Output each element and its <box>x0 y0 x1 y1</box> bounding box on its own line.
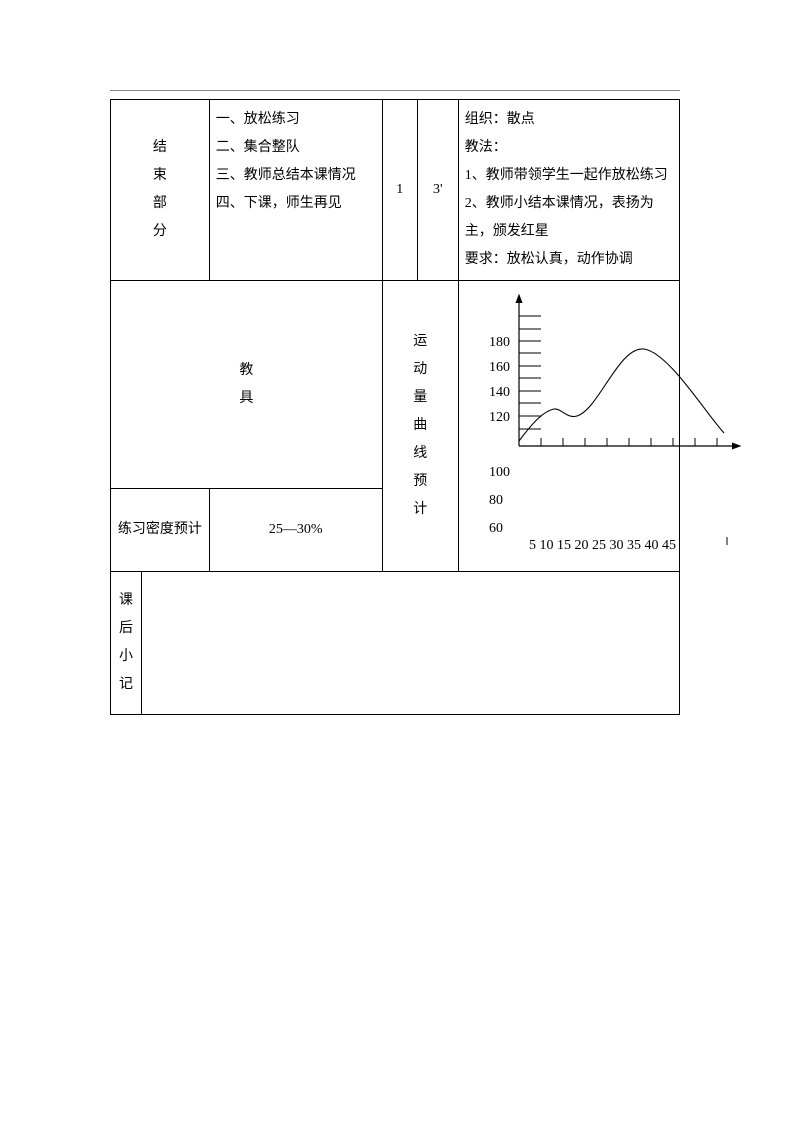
vchar: 曲 <box>387 412 454 440</box>
svg-text:180: 180 <box>489 335 510 350</box>
vchar: 线 <box>387 440 454 468</box>
density-value: 25—30% <box>209 489 382 572</box>
density-label: 练习密度预计 <box>111 489 210 572</box>
vchar: 量 <box>387 384 454 412</box>
method-line: 2、教师小结本课情况，表扬为主，颁发红星 <box>465 190 673 246</box>
svg-text:140: 140 <box>489 385 510 400</box>
section-end-label: 结 束 部 分 <box>111 100 210 281</box>
svg-text:120: 120 <box>489 410 510 425</box>
vchar: 小 <box>115 643 137 671</box>
vchar: 预 <box>387 468 454 496</box>
content-line: 二、集合整队 <box>216 134 376 162</box>
svg-text:5 10 15 20 25 30 35 40 45: 5 10 15 20 25 30 35 40 45 <box>529 538 676 553</box>
vchar: 记 <box>115 671 137 699</box>
content-line: 三、教师总结本课情况 <box>216 162 376 190</box>
vchar: 束 <box>115 162 205 190</box>
method-line: 要求：放松认真，动作协调 <box>465 246 673 274</box>
top-rule <box>110 90 680 91</box>
vchar: 具 <box>115 385 378 413</box>
end-section-methods: 组织：散点 教法： 1、教师带领学生一起作放松练习 2、教师小结本课情况，表扬为… <box>458 100 679 281</box>
svg-text:160: 160 <box>489 360 510 375</box>
vchar: 运 <box>387 328 454 356</box>
method-line: 教法： <box>465 134 673 162</box>
postclass-notes-label: 课 后 小 记 <box>111 572 142 715</box>
vchar: 动 <box>387 356 454 384</box>
vchar: 课 <box>115 587 137 615</box>
chart-cell: 180 160 140 120 100 80 60 5 10 15 20 25 30 35 4… <box>458 281 679 572</box>
curve-label: 运 动 量 曲 线 预 计 <box>382 281 458 572</box>
content-line: 一、放松练习 <box>216 106 376 134</box>
vchar: 部 <box>115 190 205 218</box>
method-line: 组织：散点 <box>465 106 673 134</box>
vchar: 分 <box>115 218 205 246</box>
postclass-notes-content <box>142 572 680 715</box>
count-cell: 1 <box>382 100 417 281</box>
content-line: 四、下课，师生再见 <box>216 190 376 218</box>
svg-text:80: 80 <box>489 493 503 508</box>
vchar: 教 <box>115 357 378 385</box>
lesson-plan-table: 结 束 部 分 一、放松练习 二、集合整队 三、教师总结本课情况 四、下课，师生… <box>110 99 680 715</box>
time-cell: 3' <box>417 100 458 281</box>
exercise-intensity-chart: 180 160 140 120 100 80 60 5 10 15 20 25 30 35 4… <box>459 281 679 571</box>
vchar: 计 <box>387 496 454 524</box>
svg-text:60: 60 <box>489 521 503 536</box>
equipment-label: 教 具 <box>111 281 383 489</box>
chart-svg: 180 160 140 120 100 80 60 5 10 15 20 25 30 35 4… <box>459 281 769 571</box>
method-line: 1、教师带领学生一起作放松练习 <box>465 162 673 190</box>
end-section-content: 一、放松练习 二、集合整队 三、教师总结本课情况 四、下课，师生再见 <box>209 100 382 281</box>
vchar: 后 <box>115 615 137 643</box>
vchar: 结 <box>115 134 205 162</box>
svg-text:100: 100 <box>489 465 510 480</box>
